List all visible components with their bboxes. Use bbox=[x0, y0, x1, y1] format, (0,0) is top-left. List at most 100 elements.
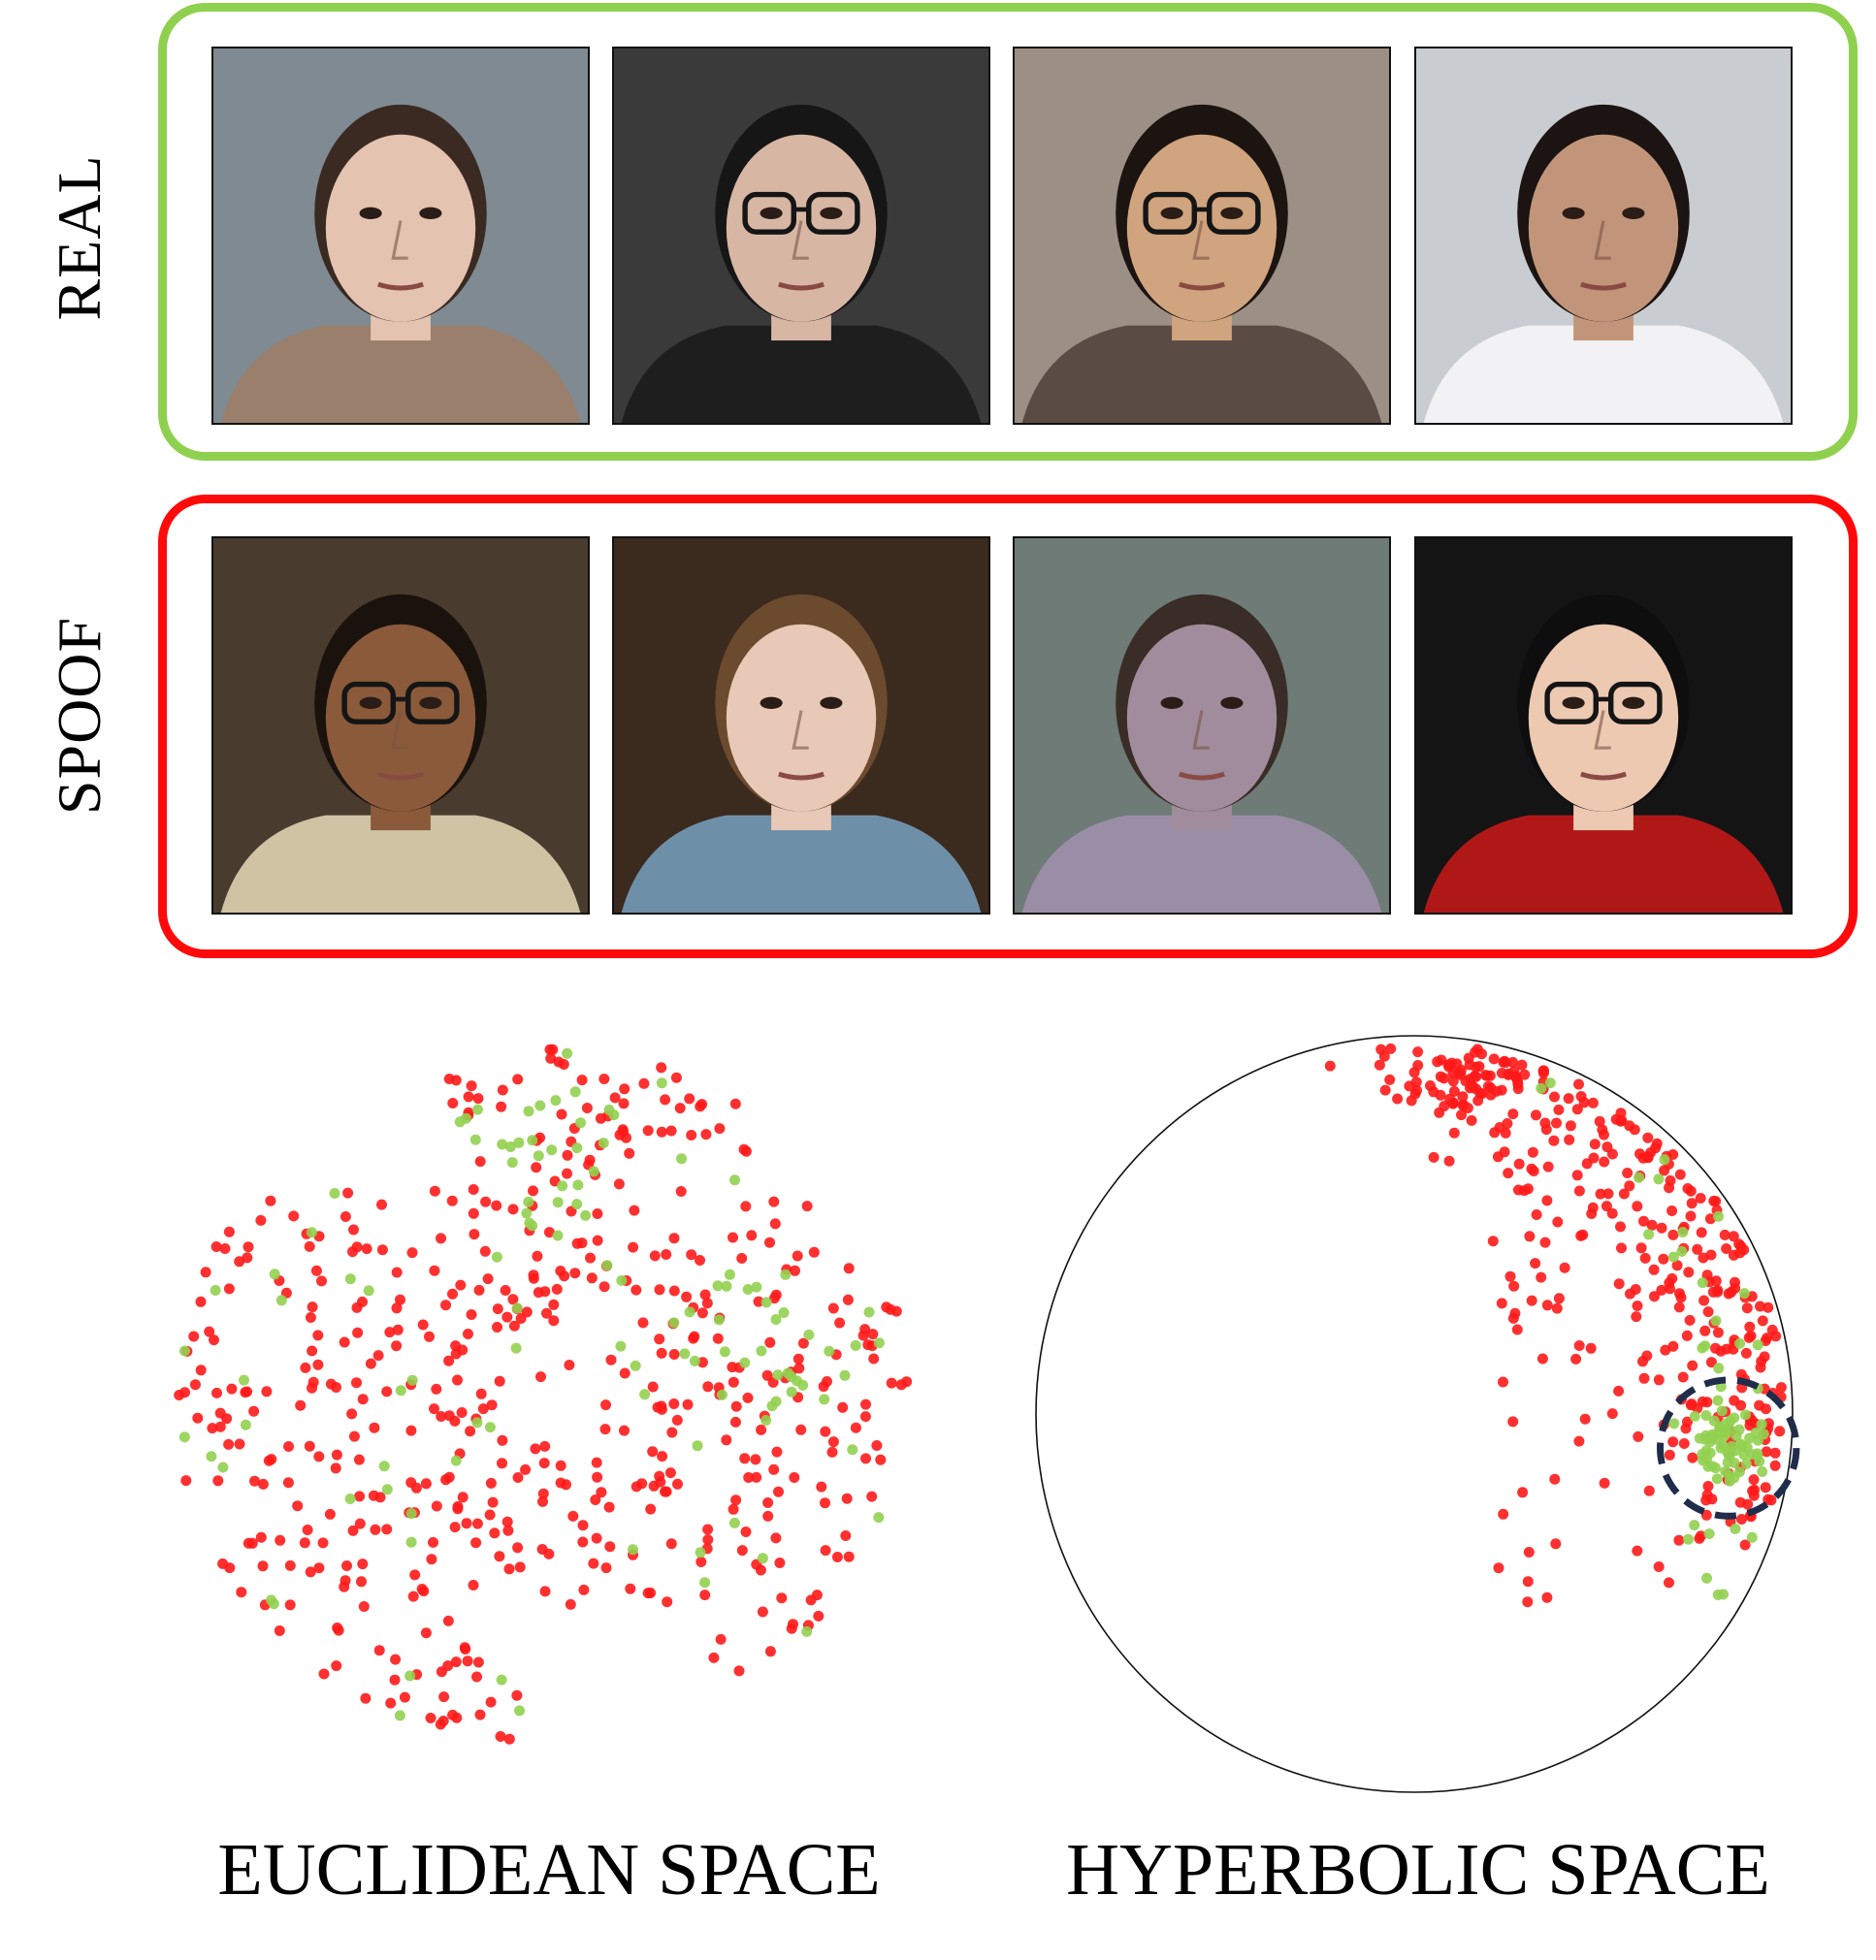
point-spoof bbox=[1687, 1360, 1698, 1371]
point-real bbox=[684, 1306, 695, 1318]
point-spoof bbox=[811, 1590, 823, 1601]
point-spoof bbox=[310, 1265, 322, 1276]
point-spoof bbox=[614, 1129, 626, 1141]
point-spoof bbox=[1755, 1301, 1765, 1312]
point-spoof bbox=[1774, 1426, 1786, 1437]
point-spoof bbox=[389, 1674, 401, 1686]
point-spoof bbox=[776, 1592, 788, 1604]
point-spoof bbox=[1476, 1048, 1487, 1060]
euclidean-scatter-plot bbox=[174, 1044, 913, 1745]
point-spoof bbox=[1536, 1271, 1547, 1283]
point-spoof bbox=[1613, 1385, 1625, 1397]
point-spoof bbox=[843, 1263, 855, 1274]
point-spoof bbox=[548, 1299, 560, 1310]
point-spoof bbox=[1507, 1109, 1519, 1120]
point-real bbox=[217, 1462, 229, 1473]
point-spoof bbox=[354, 1491, 366, 1502]
point-spoof bbox=[428, 1536, 438, 1548]
point-real bbox=[569, 1086, 581, 1098]
point-spoof bbox=[1527, 1146, 1538, 1158]
point-spoof bbox=[352, 1327, 364, 1338]
point-spoof bbox=[1736, 1514, 1747, 1525]
point-spoof bbox=[585, 1252, 596, 1264]
point-spoof bbox=[207, 1423, 218, 1434]
point-real bbox=[780, 1269, 792, 1280]
point-spoof bbox=[556, 1109, 567, 1120]
point-spoof bbox=[447, 1098, 459, 1109]
point-spoof bbox=[1487, 1236, 1499, 1247]
point-real bbox=[1734, 1337, 1746, 1349]
point-spoof bbox=[1769, 1460, 1781, 1471]
point-spoof bbox=[425, 1713, 437, 1723]
point-spoof bbox=[729, 1416, 741, 1428]
point-spoof bbox=[1541, 1300, 1553, 1311]
point-real bbox=[1721, 1427, 1732, 1438]
point-spoof bbox=[449, 1522, 461, 1533]
point-spoof bbox=[850, 1422, 861, 1433]
point-spoof bbox=[284, 1559, 296, 1571]
face-photo-spoof-4 bbox=[1414, 536, 1793, 915]
point-real bbox=[1659, 1154, 1670, 1166]
point-spoof bbox=[399, 1691, 410, 1703]
point-spoof bbox=[793, 1363, 805, 1374]
point-spoof bbox=[1705, 1357, 1717, 1368]
point-spoof bbox=[470, 1537, 482, 1549]
point-spoof bbox=[1760, 1482, 1771, 1494]
point-real bbox=[724, 1269, 735, 1280]
point-spoof bbox=[351, 1377, 362, 1389]
point-spoof bbox=[492, 1322, 502, 1333]
point-spoof bbox=[769, 1218, 781, 1230]
point-spoof bbox=[1674, 1288, 1685, 1300]
point-spoof bbox=[317, 1537, 329, 1549]
face-photo-real-4 bbox=[1414, 47, 1793, 425]
point-spoof bbox=[485, 1696, 497, 1708]
point-spoof bbox=[331, 1449, 342, 1461]
point-spoof bbox=[1673, 1534, 1685, 1546]
point-real bbox=[329, 1188, 340, 1199]
point-spoof bbox=[827, 1436, 839, 1448]
point-spoof bbox=[1685, 1210, 1697, 1222]
point-real bbox=[521, 1207, 533, 1219]
point-spoof bbox=[1692, 1243, 1703, 1255]
point-spoof bbox=[592, 1471, 603, 1483]
point-spoof bbox=[370, 1524, 381, 1535]
point-spoof bbox=[1374, 1059, 1385, 1071]
point-spoof bbox=[331, 1660, 342, 1672]
point-spoof bbox=[1541, 1591, 1553, 1603]
point-spoof bbox=[1682, 1416, 1693, 1428]
point-spoof bbox=[316, 1275, 327, 1287]
point-spoof bbox=[1744, 1420, 1756, 1431]
point-spoof bbox=[733, 1665, 745, 1677]
point-spoof bbox=[712, 1333, 724, 1344]
point-real bbox=[378, 1461, 390, 1472]
point-spoof bbox=[539, 1286, 551, 1298]
point-spoof bbox=[715, 1633, 727, 1645]
point-spoof bbox=[702, 1524, 714, 1535]
point-spoof bbox=[511, 1689, 523, 1701]
point-spoof bbox=[210, 1241, 222, 1252]
point-spoof bbox=[1575, 1230, 1587, 1241]
point-spoof bbox=[365, 1358, 376, 1369]
point-spoof bbox=[1531, 1209, 1542, 1220]
point-spoof bbox=[468, 1184, 479, 1195]
point-spoof bbox=[392, 1324, 404, 1335]
point-spoof bbox=[1425, 1080, 1436, 1091]
point-real bbox=[1701, 1572, 1712, 1584]
point-spoof bbox=[1456, 1109, 1467, 1121]
point-spoof bbox=[750, 1454, 761, 1465]
point-spoof bbox=[1481, 1070, 1493, 1081]
point-spoof bbox=[1643, 1485, 1655, 1496]
point-real bbox=[873, 1512, 885, 1524]
point-spoof bbox=[681, 1291, 693, 1302]
point-spoof bbox=[820, 1426, 831, 1437]
point-spoof bbox=[746, 1230, 758, 1241]
point-spoof bbox=[461, 1518, 472, 1529]
face-photo-spoof-3 bbox=[1013, 536, 1391, 915]
point-spoof bbox=[357, 1394, 369, 1405]
point-real bbox=[692, 1440, 703, 1452]
point-real bbox=[344, 1494, 356, 1504]
point-spoof bbox=[1503, 1068, 1514, 1079]
point-spoof bbox=[654, 1333, 665, 1345]
point-spoof bbox=[730, 1494, 742, 1506]
point-spoof bbox=[249, 1475, 260, 1487]
